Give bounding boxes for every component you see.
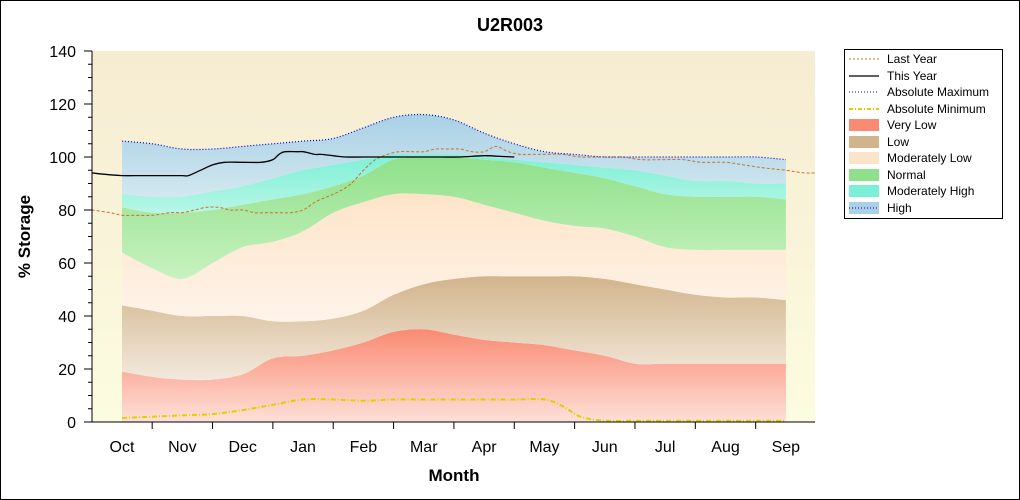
legend-swatch-very-low [849, 119, 879, 131]
band-moderately-low [122, 193, 786, 322]
legend-swatch-moderately-high [849, 185, 879, 197]
legend-label-very-low: Very Low [887, 118, 937, 132]
series-absolute-minimum [121, 398, 786, 422]
legend-label-low: Low [887, 134, 910, 149]
legend-label-this-year: This Year [887, 68, 938, 83]
legend-swatch-high [849, 201, 879, 214]
y-tick-label: 80 [58, 203, 76, 220]
legend-label-moderately-high: Moderately High [887, 184, 975, 198]
band-layer [122, 114, 786, 422]
x-tick-label-oct: Oct [110, 439, 135, 456]
legend-label-moderately-low: Moderately Low [887, 151, 972, 165]
legend-swatch-absolute-minimum [849, 103, 879, 115]
x-tick-label-aug: Aug [711, 439, 739, 456]
x-tick-label-feb: Feb [350, 439, 378, 456]
series-layer [91, 113, 817, 422]
legend-label-last-year: Last Year [887, 52, 938, 66]
x-tick-label-nov: Nov [168, 439, 196, 456]
x-tick-label-may: May [529, 439, 559, 456]
x-tick-label-jun: Jun [592, 439, 618, 456]
legend-label-absolute-maximum: Absolute Maximum [887, 85, 990, 99]
legend-swatch-this-year [849, 70, 879, 82]
legend-label-normal: Normal [887, 167, 926, 182]
x-tick-label-jan: Jan [290, 439, 316, 456]
y-axis-title: % Storage [15, 195, 34, 278]
x-tick-label-mar: Mar [410, 439, 438, 456]
y-tick-label: 100 [49, 150, 76, 167]
legend-swatch-normal [849, 168, 879, 181]
legend-swatch-low [849, 135, 879, 148]
y-tick-label: 40 [58, 309, 76, 326]
legend-swatch-absolute-maximum [849, 86, 879, 98]
x-tick-label-dec: Dec [228, 439, 256, 456]
x-axis-title: Month [429, 466, 480, 485]
band-high [122, 114, 786, 198]
axes: 0 20 40 60 80 100 120 140 Oct Nov Dec Jan Feb Mar Apr M… [49, 44, 815, 456]
legend: Last Year This Year Absolute Maximum Abs… [844, 49, 1003, 219]
y-tick-label: 60 [58, 256, 76, 273]
chart-title: U2R003 [477, 15, 543, 35]
legend-swatch-moderately-low [849, 152, 879, 164]
legend-label-high: High [887, 200, 912, 215]
legend-label-absolute-minimum: Absolute Minimum [887, 101, 986, 116]
band-normal [122, 156, 786, 279]
y-tick-label: 0 [67, 415, 76, 432]
y-tick-label: 20 [58, 362, 76, 379]
y-tick-label: 120 [49, 97, 76, 114]
x-tick-label-apr: Apr [472, 439, 498, 456]
x-tick-label-jul: Jul [655, 439, 675, 456]
band-very-low [122, 329, 786, 422]
y-tick-label: 140 [49, 44, 76, 61]
band-moderately-high [122, 154, 786, 214]
series-this-year [91, 150, 515, 177]
legend-swatch-last-year [849, 53, 879, 65]
band-low [122, 276, 786, 381]
series-last-year [91, 145, 817, 216]
x-tick-label-sep: Sep [772, 439, 801, 456]
